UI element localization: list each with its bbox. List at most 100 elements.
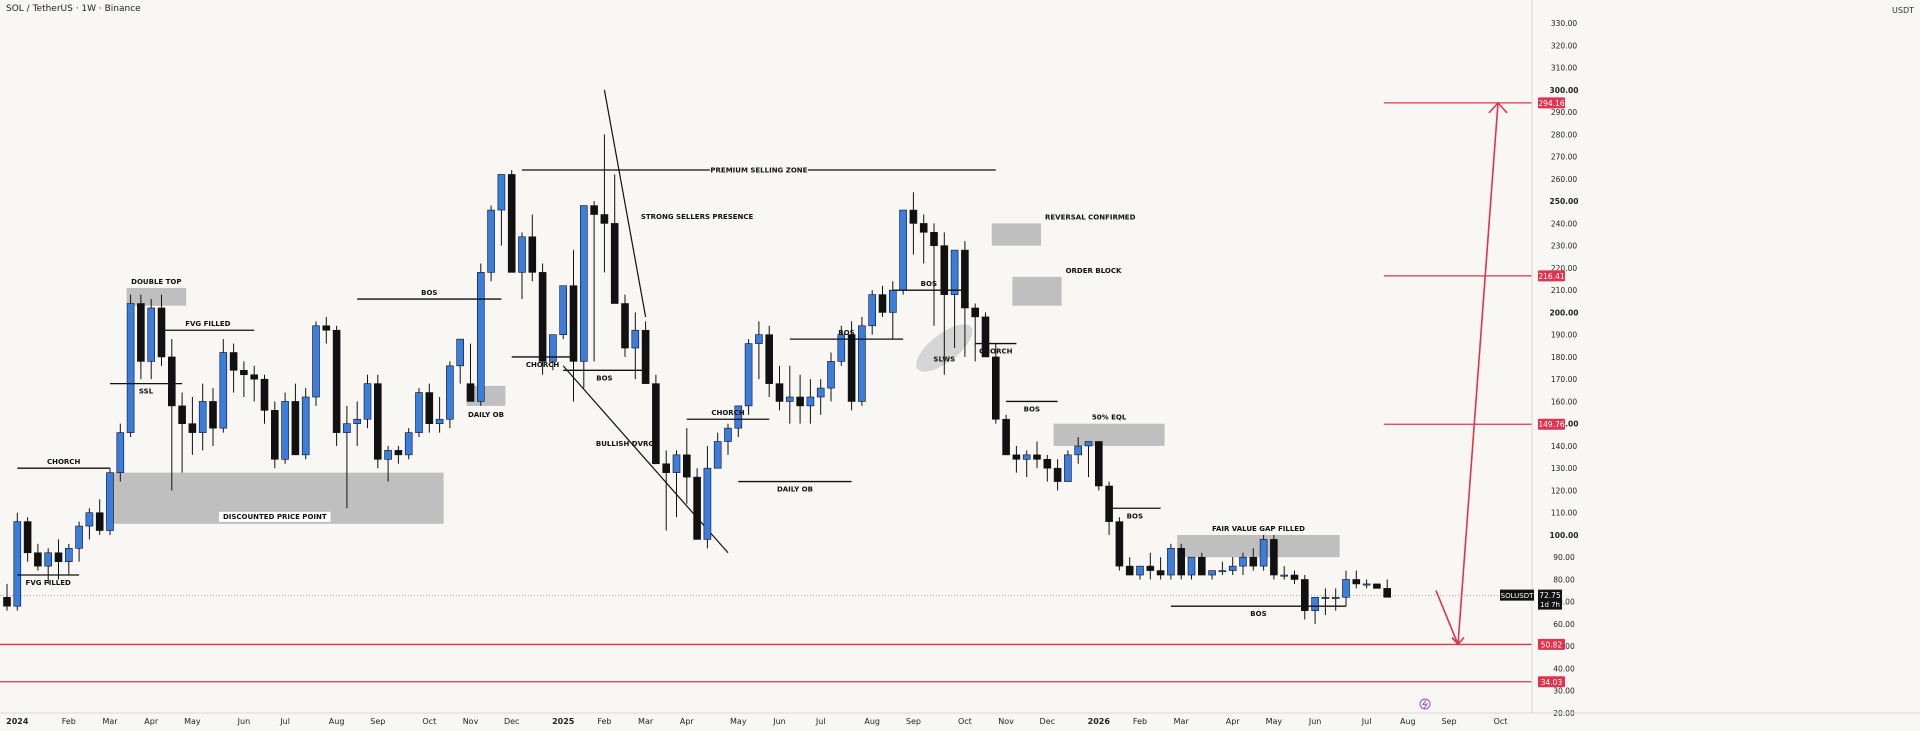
zone-box (466, 385, 506, 406)
lightning-icon (1421, 699, 1429, 709)
candle-up (806, 396, 815, 407)
candle-up (1167, 548, 1175, 576)
zone-label: ORDER BLOCK (1066, 267, 1122, 275)
candle-down (1156, 570, 1165, 576)
zone-label: FAIR VALUE GAP FILLED (1212, 525, 1305, 533)
price-tag-label: 294.16 (1538, 99, 1564, 108)
candle-up (1022, 454, 1031, 460)
candle-up (631, 329, 640, 349)
zone-label: REVERSAL CONFIRMED (1045, 213, 1136, 221)
time-tick-label: Oct (958, 717, 972, 726)
candle-up (456, 338, 465, 367)
time-tick-label: Jul (1361, 717, 1372, 726)
candle-down (909, 209, 918, 224)
candle-down (178, 405, 186, 424)
candle-down (332, 329, 341, 433)
candle-down (95, 512, 104, 531)
price-tick-label: 310.00 (1551, 64, 1577, 73)
price-tick-label: 30.00 (1553, 687, 1575, 696)
candle-down (693, 476, 701, 540)
chart-title: SOL / TetherUS · 1W · Binance (6, 4, 141, 14)
countdown-label: 1d 7h (1540, 601, 1560, 609)
candle-up (724, 427, 732, 442)
time-tick-label: Dec (1040, 717, 1055, 726)
candle-up (301, 396, 310, 456)
candle-up (713, 441, 722, 469)
zone-box (126, 287, 187, 306)
structure-label: BOS (1024, 405, 1040, 413)
candle-down (157, 307, 166, 358)
structure-label: SSL (139, 388, 154, 396)
candle-down (1095, 441, 1103, 487)
zone-label: 50% EQL (1092, 414, 1127, 422)
structure-label: FVG FILLED (185, 320, 230, 328)
candle-down (54, 552, 63, 562)
candle-down (775, 383, 784, 402)
candle-down (1290, 574, 1299, 580)
candle-down (919, 223, 928, 233)
price-tick-label: 40.00 (1553, 664, 1575, 673)
candle-up (363, 383, 372, 420)
candle-up (487, 209, 495, 273)
candle-down (373, 383, 382, 460)
candle-up (65, 548, 73, 562)
candle-down (1125, 565, 1134, 576)
candle-up (44, 552, 53, 567)
current-price-label: 72.75 (1539, 591, 1561, 600)
time-tick-label: Mar (638, 717, 654, 726)
time-tick-label: Oct (1494, 717, 1508, 726)
candle-up (785, 396, 794, 402)
time-tick-label: Sep (906, 717, 921, 726)
candle-up (116, 432, 125, 473)
candle-up (1311, 596, 1319, 611)
candle-up (476, 272, 485, 402)
candle-up (579, 205, 588, 362)
zone-box (991, 223, 1041, 246)
price-tick-label: 250.00 (1550, 197, 1579, 206)
candle-up (950, 249, 959, 295)
price-tick-label: 220.00 (1551, 264, 1577, 273)
candle-down (590, 205, 598, 215)
candle-down (270, 410, 279, 460)
structure-label: PREMIUM SELLING ZONE (710, 167, 807, 175)
time-tick-label: Aug (329, 717, 345, 726)
candle-down (652, 383, 660, 465)
time-tick-label: May (1266, 717, 1283, 726)
candle-down (600, 214, 609, 224)
price-tick-label: 140.00 (1551, 442, 1577, 451)
candle-down (961, 249, 969, 309)
structure-label: BOS (421, 289, 437, 297)
candle-down (250, 374, 258, 380)
price-tick-label: 290.00 (1551, 108, 1577, 117)
candle-up (147, 307, 155, 362)
candle-up (868, 294, 877, 327)
annotation-label: STRONG SELLERS PRESENCE (641, 213, 754, 221)
candle-up (837, 334, 846, 362)
price-tick-label: 230.00 (1551, 242, 1577, 251)
candle-up (435, 418, 444, 424)
time-tick-label: Feb (597, 717, 611, 726)
candle-up (1208, 570, 1216, 576)
price-tick-label: 260.00 (1551, 175, 1577, 184)
candle-up (384, 450, 392, 460)
candle-up (85, 512, 94, 527)
current-price-tag (1538, 589, 1562, 610)
candle-down (1002, 418, 1010, 456)
projection-arrowhead (1451, 636, 1465, 646)
structure-label: BOS (1127, 512, 1143, 520)
candle-down (1301, 579, 1309, 611)
candle-up (281, 401, 289, 460)
candle-down (1383, 588, 1391, 598)
candle-up (415, 392, 423, 433)
symbol-tag-label: SOLUSDT (1501, 592, 1534, 600)
candle-down (34, 552, 42, 567)
candle-up (899, 209, 907, 291)
candle-down (796, 396, 804, 407)
time-tick-label: Mar (102, 717, 118, 726)
lightning-icon (1419, 698, 1431, 710)
candle-up (1321, 596, 1330, 599)
candle-down (847, 334, 856, 402)
candle-up (744, 343, 753, 407)
time-tick-label: Aug (864, 717, 880, 726)
